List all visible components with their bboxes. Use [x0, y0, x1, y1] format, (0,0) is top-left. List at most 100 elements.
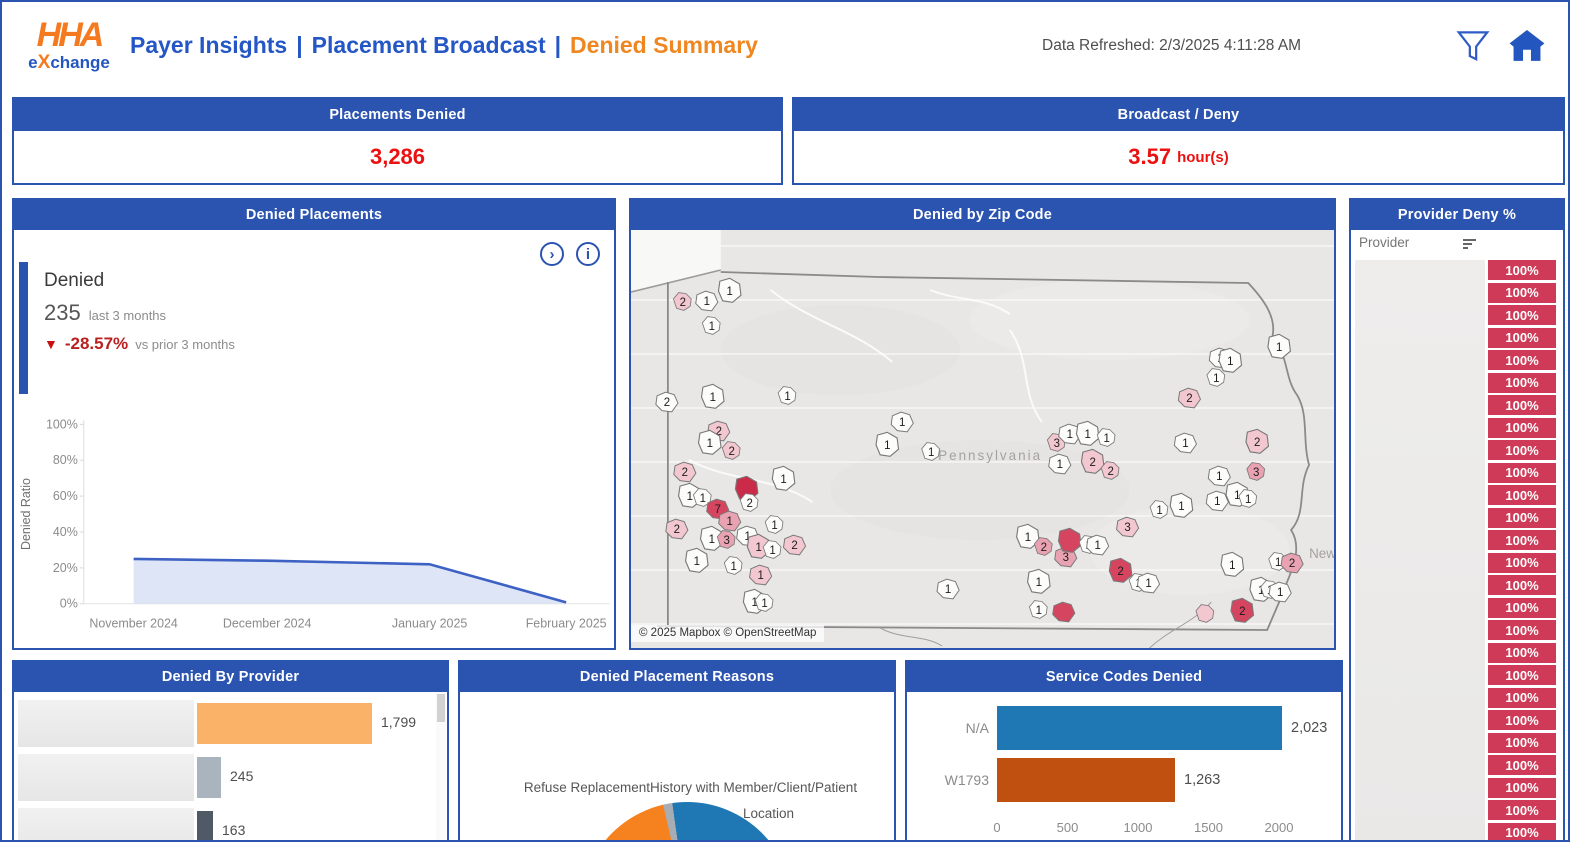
- denied-ratio-area-chart[interactable]: 0% 20% 40% 60% 80% 100% November 2024 December …: [16, 412, 614, 648]
- zip-marker[interactable]: 1: [754, 593, 774, 612]
- provider-deny-badge[interactable]: 100%: [1488, 620, 1556, 640]
- zip-marker[interactable]: 1: [699, 525, 724, 551]
- zip-marker[interactable]: 1: [723, 556, 743, 575]
- zip-marker[interactable]: 1: [1027, 568, 1051, 594]
- filter-icon[interactable]: [1454, 26, 1492, 64]
- scrollbar-track[interactable]: [436, 692, 446, 840]
- info-icon[interactable]: i: [576, 242, 600, 266]
- service-code-bar[interactable]: [997, 758, 1175, 802]
- zip-marker[interactable]: 2: [665, 518, 689, 540]
- provider-deny-badge[interactable]: 100%: [1488, 732, 1556, 753]
- provider-denied-bar[interactable]: [197, 703, 372, 744]
- zip-marker[interactable]: 1: [921, 442, 940, 461]
- zip-marker[interactable]: 1: [718, 510, 742, 532]
- zip-marker[interactable]: 1: [1238, 489, 1258, 508]
- zip-marker[interactable]: 2: [1245, 428, 1270, 454]
- provider-deny-badge[interactable]: 100%: [1488, 530, 1556, 550]
- provider-deny-badge[interactable]: 100%: [1488, 305, 1556, 325]
- zip-marker[interactable]: 3: [716, 530, 736, 549]
- zip-marker[interactable]: 1: [1149, 500, 1169, 519]
- zip-marker[interactable]: 2: [673, 461, 697, 483]
- provider-deny-badge[interactable]: 100%: [1488, 395, 1556, 415]
- zip-marker[interactable]: 3: [1116, 516, 1140, 538]
- zip-marker[interactable]: 1: [684, 547, 709, 573]
- provider-deny-badge[interactable]: 100%: [1488, 552, 1556, 573]
- zip-marker[interactable]: 1: [700, 383, 725, 409]
- zip-marker[interactable]: [1052, 601, 1076, 623]
- zip-marker[interactable]: 1: [1220, 551, 1245, 577]
- zip-marker[interactable]: 2: [1280, 552, 1304, 574]
- zip-marker[interactable]: 2: [721, 441, 741, 460]
- provider-deny-badge[interactable]: 100%: [1488, 710, 1556, 730]
- zip-marker[interactable]: 2: [655, 391, 679, 413]
- provider-deny-badge[interactable]: 100%: [1488, 327, 1556, 348]
- zip-marker[interactable]: 1: [692, 488, 712, 507]
- zip-marker[interactable]: 1: [1058, 423, 1082, 445]
- zip-marker[interactable]: 2: [782, 534, 807, 556]
- provider-deny-badge[interactable]: 100%: [1488, 417, 1556, 438]
- forward-icon[interactable]: ›: [540, 242, 564, 266]
- provider-deny-badge[interactable]: 100%: [1488, 507, 1556, 528]
- zip-marker[interactable]: 2: [739, 493, 759, 512]
- provider-deny-badge[interactable]: 100%: [1488, 777, 1556, 798]
- zip-marker[interactable]: 1: [1136, 572, 1161, 594]
- zip-marker[interactable]: 1: [701, 316, 721, 335]
- provider-denied-bar[interactable]: [197, 811, 213, 840]
- provider-deny-badge[interactable]: 100%: [1488, 597, 1556, 618]
- zip-marker[interactable]: 1: [717, 277, 742, 303]
- provider-deny-badge[interactable]: 100%: [1488, 665, 1556, 685]
- zip-marker[interactable]: 2: [1108, 557, 1133, 583]
- sort-icon[interactable]: [1463, 239, 1477, 249]
- zip-marker[interactable]: 1: [1267, 333, 1292, 359]
- provider-deny-badge[interactable]: 100%: [1488, 485, 1556, 505]
- home-icon[interactable]: [1508, 26, 1546, 64]
- zip-marker[interactable]: 1: [697, 429, 722, 455]
- zip-marker[interactable]: 1: [1268, 581, 1292, 603]
- zip-marker[interactable]: 3: [1246, 462, 1266, 481]
- zip-marker[interactable]: 1: [764, 515, 784, 534]
- zip-marker[interactable]: 1: [1173, 432, 1198, 454]
- zip-marker[interactable]: 2: [1033, 537, 1053, 556]
- zip-marker[interactable]: 1: [749, 564, 773, 586]
- zip-marker[interactable]: 1: [1048, 453, 1072, 475]
- zip-marker[interactable]: 1: [936, 578, 960, 600]
- provider-column-header[interactable]: Provider: [1359, 235, 1410, 250]
- provider-deny-badge[interactable]: 100%: [1488, 350, 1556, 370]
- zip-marker[interactable]: 1: [1205, 490, 1229, 512]
- zip-marker[interactable]: 1: [875, 431, 900, 457]
- zip-marker[interactable]: 2: [1230, 597, 1255, 623]
- zip-marker[interactable]: 1: [777, 386, 797, 405]
- service-code-bar[interactable]: [997, 706, 1282, 750]
- zip-marker[interactable]: 1: [762, 540, 782, 559]
- zip-marker[interactable]: [1195, 604, 1215, 623]
- zip-marker[interactable]: 1: [1028, 600, 1048, 619]
- provider-deny-badge[interactable]: 100%: [1488, 575, 1556, 595]
- provider-deny-badge[interactable]: 100%: [1488, 800, 1556, 820]
- zip-marker[interactable]: 1: [890, 411, 914, 433]
- zip-marker[interactable]: 2: [1177, 387, 1202, 409]
- zip-marker[interactable]: 1: [1096, 428, 1116, 447]
- zip-marker[interactable]: 1: [1206, 368, 1226, 387]
- zip-markers[interactable]: 2111211212111211721112131112111111112131…: [655, 277, 1304, 623]
- provider-deny-badge[interactable]: 100%: [1488, 755, 1556, 775]
- provider-deny-badge[interactable]: 100%: [1488, 440, 1556, 460]
- zip-marker[interactable]: 1: [1169, 492, 1194, 518]
- zip-marker[interactable]: 1: [695, 290, 719, 312]
- provider-deny-badge[interactable]: 100%: [1488, 372, 1556, 393]
- provider-deny-badge[interactable]: 100%: [1488, 282, 1556, 303]
- zip-marker[interactable]: 1: [1086, 534, 1110, 556]
- zip-marker[interactable]: 1: [771, 465, 796, 491]
- zip-marker[interactable]: [1057, 527, 1082, 553]
- zip-marker[interactable]: 2: [1100, 461, 1120, 480]
- zip-marker[interactable]: 1: [1207, 465, 1231, 487]
- zip-marker[interactable]: 1: [1218, 347, 1243, 373]
- provider-deny-badge[interactable]: 100%: [1488, 260, 1556, 280]
- provider-deny-badge[interactable]: 100%: [1488, 462, 1556, 483]
- provider-denied-bar[interactable]: [197, 757, 221, 798]
- provider-deny-badge[interactable]: 100%: [1488, 822, 1556, 840]
- provider-deny-badge[interactable]: 100%: [1488, 687, 1556, 708]
- scrollbar-thumb[interactable]: [437, 694, 445, 722]
- zip-marker[interactable]: 2: [1080, 448, 1105, 474]
